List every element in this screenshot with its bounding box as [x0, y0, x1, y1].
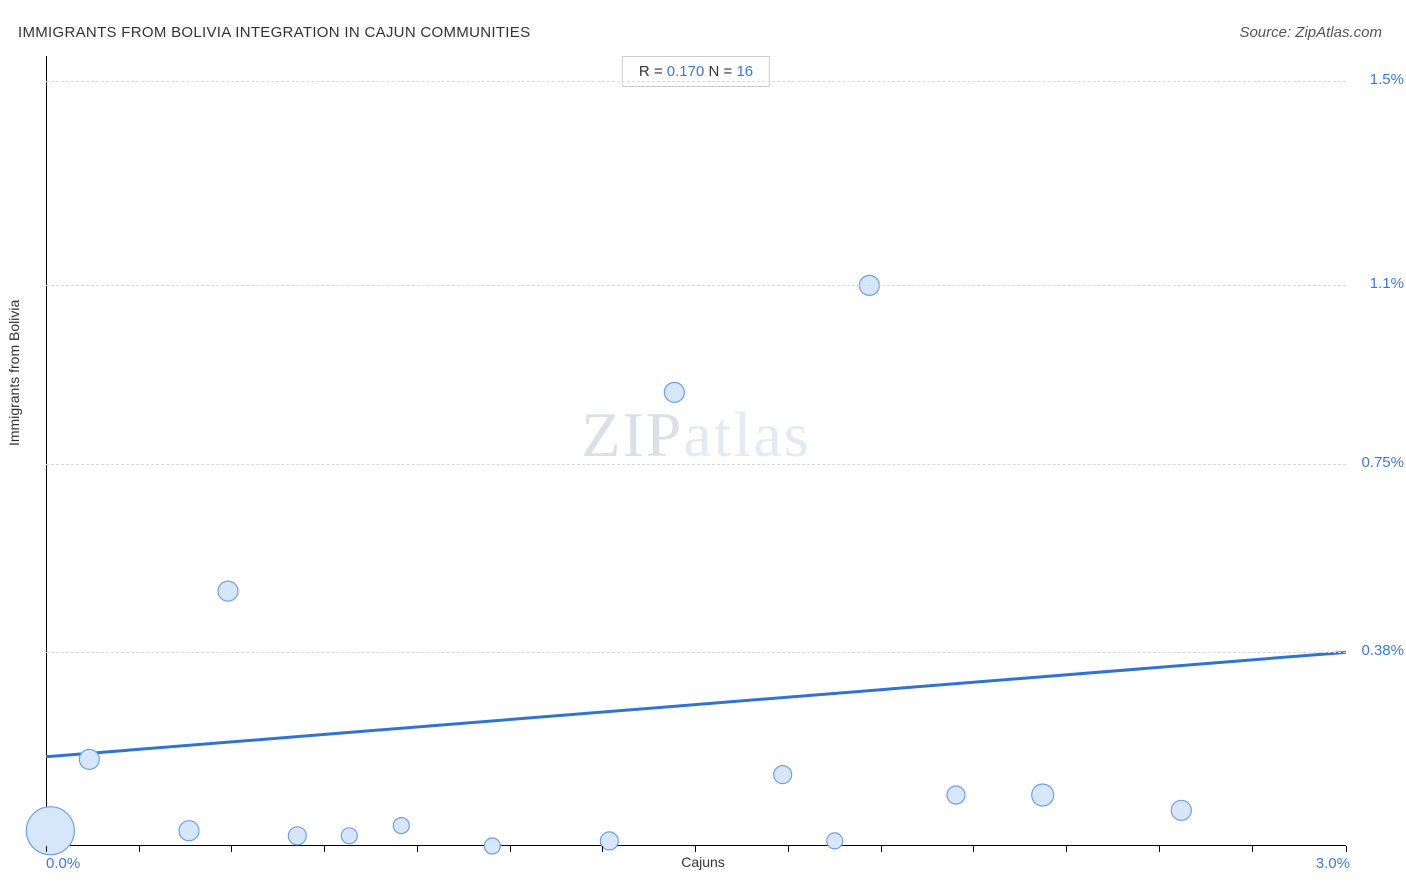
x-tick	[973, 846, 974, 852]
x-tick	[1252, 846, 1253, 852]
gridline	[46, 464, 1346, 465]
x-tick	[324, 846, 325, 852]
data-point	[1032, 784, 1054, 806]
data-point	[26, 807, 74, 855]
data-point	[393, 818, 409, 834]
y-tick-label: 0.75%	[1361, 454, 1404, 471]
x-tick	[695, 846, 696, 852]
chart-title: IMMIGRANTS FROM BOLIVIA INTEGRATION IN C…	[18, 24, 530, 41]
gridline	[46, 81, 1346, 82]
x-tick	[417, 846, 418, 852]
gridline	[46, 652, 1346, 653]
data-point	[341, 828, 357, 844]
data-point	[484, 838, 500, 854]
data-point	[218, 581, 238, 601]
x-tick	[788, 846, 789, 852]
y-tick-label: 0.38%	[1361, 642, 1404, 659]
x-tick	[1346, 846, 1347, 852]
y-tick-label: 1.1%	[1370, 275, 1404, 292]
data-point	[1171, 800, 1191, 820]
data-point	[664, 382, 684, 402]
plot-area: ZIPatlas R = 0.170 N = 16 0.38%0.75%1.1%…	[46, 56, 1346, 846]
y-axis-label: Immigrants from Bolivia	[6, 300, 22, 446]
data-point	[827, 833, 843, 849]
x-tick	[881, 846, 882, 852]
x-tick	[231, 846, 232, 852]
x-tick	[510, 846, 511, 852]
x-axis-min-label: 0.0%	[46, 855, 80, 872]
data-point	[947, 786, 965, 804]
chart-svg	[46, 56, 1346, 846]
x-tick	[602, 846, 603, 852]
x-axis-label: Cajuns	[681, 854, 725, 870]
source-attribution: Source: ZipAtlas.com	[1239, 24, 1382, 41]
x-axis-max-label: 3.0%	[1316, 855, 1350, 872]
data-point	[774, 766, 792, 784]
gridline	[46, 285, 1346, 286]
y-tick-label: 1.5%	[1370, 71, 1404, 88]
x-tick	[1066, 846, 1067, 852]
x-tick	[1159, 846, 1160, 852]
x-tick	[139, 846, 140, 852]
x-tick	[46, 846, 47, 852]
data-point	[79, 749, 99, 769]
data-point	[179, 821, 199, 841]
trend-line	[46, 652, 1346, 756]
data-point	[288, 827, 306, 845]
